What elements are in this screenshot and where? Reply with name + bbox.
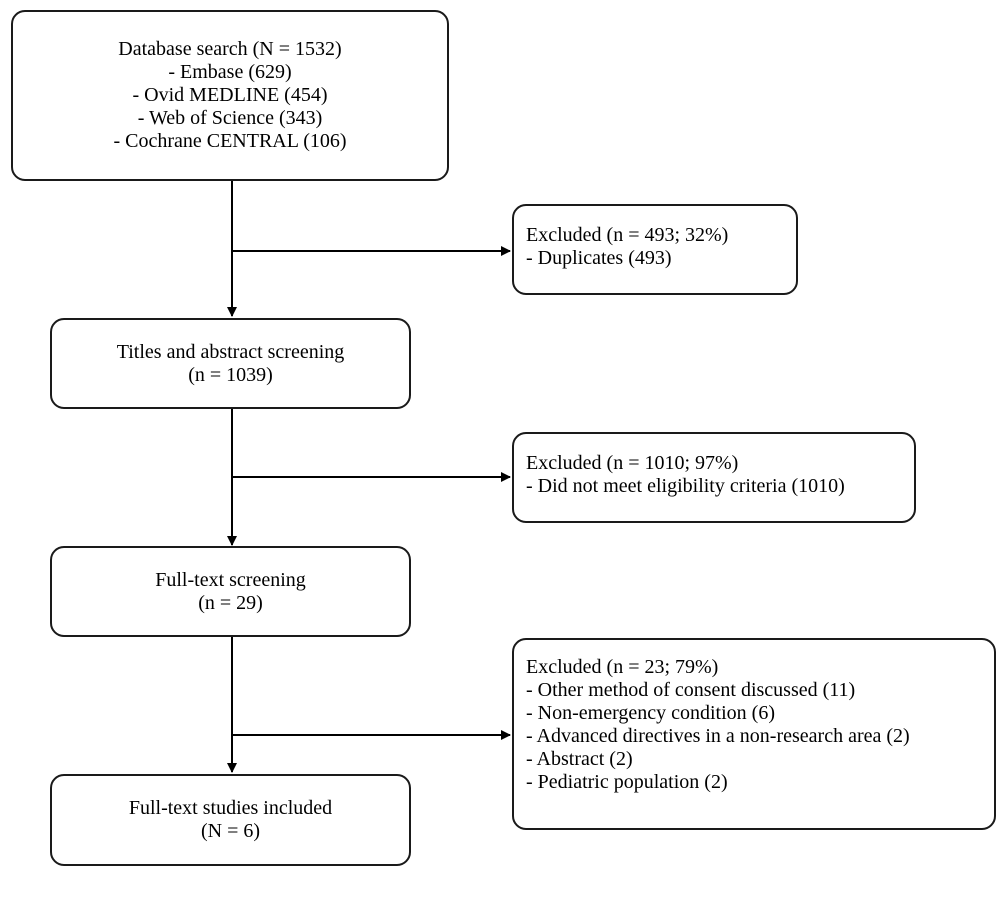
title-abstract-screening-count: (n = 1039)	[188, 363, 273, 386]
exclusion-3-reason-abstract: - Abstract (2)	[526, 748, 633, 770]
exclusion-2-reason: - Did not meet eligibility criteria (101…	[526, 475, 845, 497]
database-search-total: Database search (N = 1532)	[118, 38, 342, 60]
exclusion-box-full-text: Excluded (n = 23; 79%) - Other method of…	[512, 638, 996, 830]
studies-included-box: Full-text studies included (N = 6)	[50, 774, 411, 866]
source-ovid-medline: - Ovid MEDLINE (454)	[132, 84, 328, 106]
exclusion-3-reason-advanced-directives: - Advanced directives in a non-research …	[526, 725, 910, 747]
exclusion-3-reason-non-emergency: - Non-emergency condition (6)	[526, 702, 775, 724]
exclusion-2-header: Excluded (n = 1010; 97%)	[526, 452, 739, 474]
studies-included-label: Full-text studies included	[128, 797, 333, 819]
source-embase: - Embase (629)	[168, 61, 292, 83]
title-abstract-screening-label: Titles and abstract screening	[116, 340, 345, 363]
exclusion-1-header: Excluded (n = 493; 32%)	[526, 224, 729, 246]
full-text-screening-box: Full-text screening (n = 29)	[50, 546, 411, 637]
exclusion-3-reason-pediatric: - Pediatric population (2)	[526, 771, 728, 793]
exclusion-box-eligibility: Excluded (n = 1010; 97%) - Did not meet …	[512, 432, 916, 523]
database-search-box: Database search (N = 1532) - Embase (629…	[11, 10, 449, 181]
title-abstract-screening-box: Titles and abstract screening (n = 1039)	[50, 318, 411, 409]
source-cochrane-central: - Cochrane CENTRAL (106)	[113, 130, 347, 152]
full-text-screening-label: Full-text screening	[155, 568, 306, 591]
source-web-of-science: - Web of Science (343)	[137, 107, 323, 129]
studies-included-count: (N = 6)	[200, 820, 261, 842]
exclusion-3-header: Excluded (n = 23; 79%)	[526, 656, 719, 678]
exclusion-3-reason-other-consent: - Other method of consent discussed (11)	[526, 679, 856, 701]
exclusion-box-duplicates: Excluded (n = 493; 32%) - Duplicates (49…	[512, 204, 798, 295]
exclusion-1-reason: - Duplicates (493)	[526, 247, 672, 269]
full-text-screening-count: (n = 29)	[198, 591, 263, 614]
